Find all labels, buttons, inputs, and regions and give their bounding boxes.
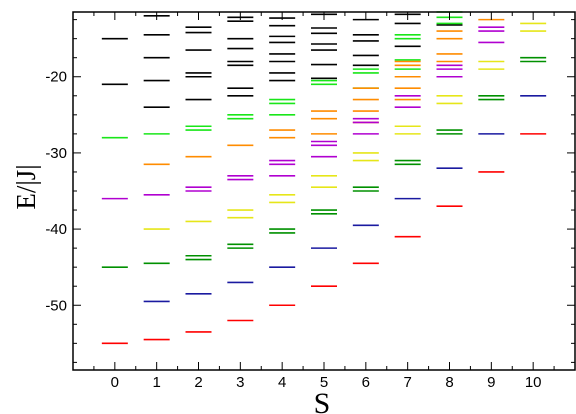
x-tick-label: 10 [525,374,542,391]
plot-frame [72,11,576,371]
y-tick-label: -20 [45,69,67,86]
x-tick-label: 4 [278,374,286,391]
chart-axes [72,11,576,371]
x-tick-label: 6 [362,374,370,391]
x-tick-label: 9 [487,374,495,391]
x-tick-label: 3 [236,374,244,391]
x-axis-title: S [314,387,331,414]
x-tick-label: 7 [403,374,411,391]
y-tick-label: -50 [45,297,67,314]
y-tick-label: -40 [45,221,67,238]
x-tick-label: 5 [320,374,328,391]
x-tick-label: 1 [152,374,160,391]
y-tick-label: -30 [45,145,67,162]
tick-labels: 0 1 2 3 4 5 6 7 8 9 10 -50 -40 -30 -20 [45,69,541,391]
y-axis-title: E/|J| [11,164,41,209]
chart-marks [101,11,547,345]
x-tick-label: 8 [445,374,453,391]
x-tick-label: 2 [194,374,202,391]
x-tick-label: 0 [111,374,119,391]
